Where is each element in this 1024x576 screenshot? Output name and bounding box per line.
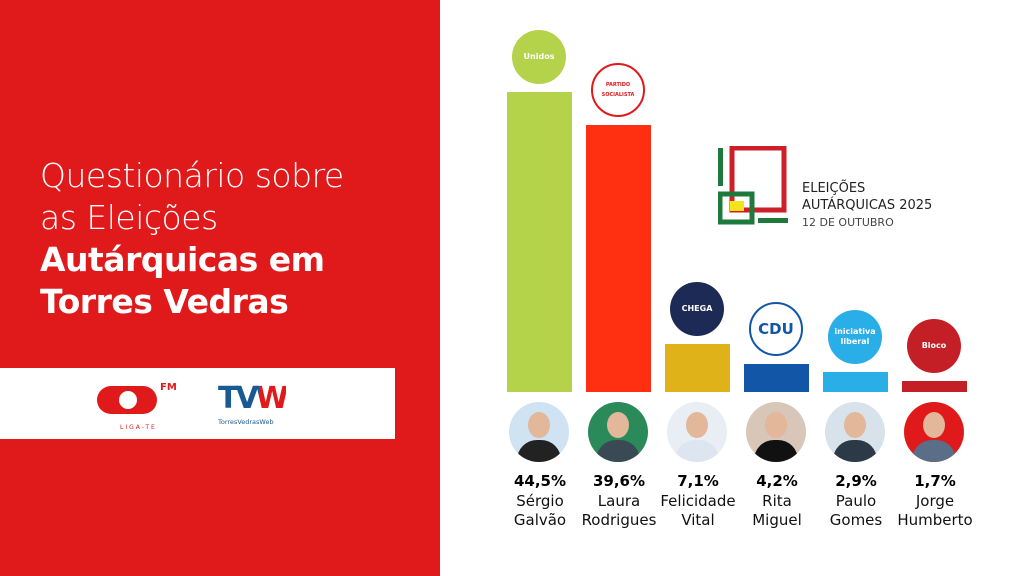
vote-percentage: 2,9%: [835, 472, 877, 490]
title-line: Questionário sobre: [40, 156, 344, 195]
candidate-name: Felicidade Vital: [660, 492, 736, 529]
on-fm-logo: [97, 386, 157, 414]
elections-date: 12 DE OUTUBRO: [802, 216, 894, 229]
candidate-photo: [746, 402, 806, 462]
page-title: Questionário sobre as Eleições Autárquic…: [40, 155, 344, 323]
title-line: Torres Vedras: [40, 282, 289, 321]
candidate-name: Laura Rodrigues: [581, 492, 657, 529]
on-fm-tagline: LIGA-TE: [120, 424, 157, 431]
candidate-photo: [667, 402, 727, 462]
party-logo: iniciativa liberal: [828, 310, 882, 365]
tvw-logo: TVW: [218, 381, 289, 416]
party-logo: PARTIDO SOCIALISTA: [591, 63, 645, 118]
bar: [507, 92, 572, 392]
title-line: as Eleições: [40, 198, 218, 237]
elections-line: ELEIÇÕES: [802, 181, 866, 196]
left-panel: Questionário sobre as Eleições Autárquic…: [0, 0, 440, 576]
party-logo: CDU: [749, 301, 803, 356]
party-logo: Bloco: [907, 318, 961, 373]
elections-logo: [718, 146, 788, 225]
candidate-photo: [509, 402, 569, 462]
tvw-name: TorresVedrasWeb: [218, 418, 274, 426]
bar: [665, 344, 730, 392]
candidate-name: Rita Miguel: [752, 492, 802, 529]
on-fm-label: FM: [160, 382, 177, 393]
elections-title: ELEIÇÕES AUTÁRQUICAS 2025 12 DE OUTUBRO: [802, 180, 932, 231]
party-logo: CHEGA: [670, 282, 724, 337]
bar: [823, 372, 888, 392]
candidate-photo: [904, 402, 964, 462]
candidate-name: Sérgio Galvão: [513, 492, 567, 529]
vote-percentage: 7,1%: [677, 472, 719, 490]
bar: [902, 380, 967, 392]
candidate-name: Paulo Gomes: [829, 492, 883, 529]
elections-line: AUTÁRQUICAS 2025: [802, 198, 933, 213]
party-logo: Unidos: [512, 30, 566, 84]
vote-percentage: 4,2%: [756, 472, 798, 490]
partners-strip: FM LIGA-TE TVW TorresVedrasWeb: [0, 368, 395, 439]
bar: [744, 363, 809, 392]
vote-percentage: 39,6%: [592, 472, 646, 490]
title-line: Autárquicas em: [40, 240, 325, 279]
candidate-photo: [825, 402, 885, 462]
vote-percentage: 1,7%: [914, 472, 956, 490]
bar: [586, 125, 651, 392]
candidate-name: Jorge Humberto: [897, 492, 973, 529]
vote-percentage: 44,5%: [513, 472, 567, 490]
candidate-photo: [588, 402, 648, 462]
